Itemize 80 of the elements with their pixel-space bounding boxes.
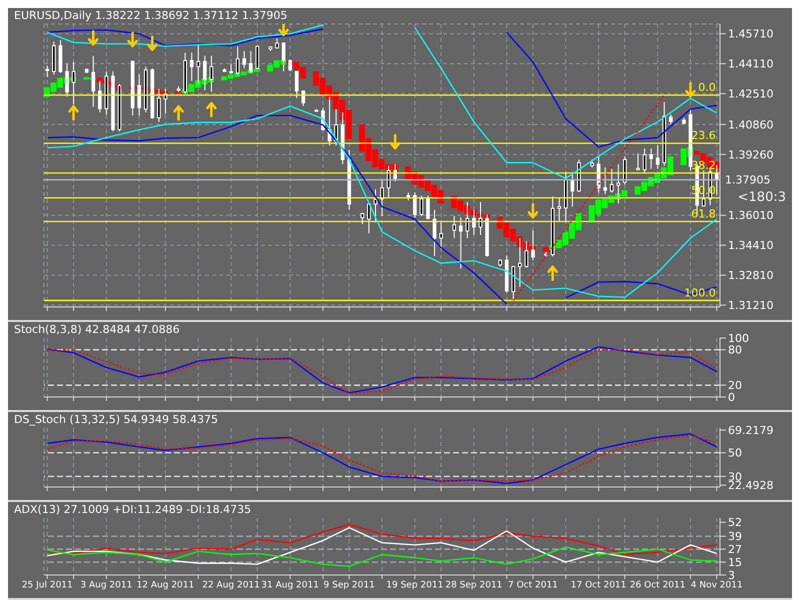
y-tick-label: 1.31210 [728, 299, 774, 312]
candlestick [242, 50, 246, 69]
x-tick-label: 31 Aug 2011 [261, 580, 319, 590]
candlestick [282, 42, 286, 72]
candlestick [458, 216, 463, 270]
candlestick [248, 50, 253, 74]
candlestick [288, 60, 292, 72]
ref-line-label: 1.37905 [725, 174, 770, 187]
chart-title: DS_Stoch (13,32,5) 54.9349 58.4375 [14, 413, 218, 426]
x-tick-label: 25 Jul 2011 [22, 580, 73, 590]
annotation: 61.8 [691, 207, 716, 220]
chart-title: Stoch(8,3,8) 42.8484 47.0886 [14, 323, 180, 336]
y-tick-label: 1.40860 [728, 118, 774, 132]
text: <180:3 [738, 190, 786, 205]
candlestick [426, 195, 430, 220]
y-tick-label: 15 [728, 556, 742, 569]
candlestick [668, 114, 673, 124]
y-tick-label: 20 [728, 379, 742, 392]
y-tick-label: 100 [728, 332, 749, 345]
y-tick-label: 3 [728, 568, 735, 582]
y-tick-label: 1.34410 [728, 239, 774, 252]
x-tick-label: 28 Sep 2011 [445, 580, 502, 590]
x-tick-label: 17 Oct 2011 [570, 580, 626, 590]
y-tick-label: 1.44110 [728, 58, 774, 71]
point [547, 266, 558, 281]
y-tick-label: 1.42510 [728, 88, 774, 101]
candlestick [229, 63, 233, 74]
candlestick [432, 209, 436, 257]
candlestick [137, 74, 142, 116]
bar [542, 246, 549, 252]
x-tick-label: 22 Aug 2011 [202, 580, 260, 590]
candlestick [413, 192, 417, 218]
candlestick [360, 212, 364, 225]
x-tick-label: 4 Nov 2011 [690, 580, 743, 590]
x-tick-label: 9 Sep 2011 [324, 580, 375, 590]
y-tick-label: 69.2179 [728, 424, 774, 438]
candlestick [236, 46, 240, 76]
annotation: 0.0 [698, 81, 716, 94]
chart-title: EURUSD,Daily 1.38222 1.38692 1.37112 1.37905 [14, 9, 288, 22]
candlestick [374, 188, 378, 223]
y-tick-label: 39 [728, 530, 742, 544]
x-tick-label: 7 Oct 2011 [508, 580, 558, 590]
candlestick [603, 166, 608, 195]
x-tick-label: 26 Oct 2011 [630, 580, 686, 590]
candlestick [420, 195, 424, 217]
y-tick-label: 0 [728, 390, 735, 404]
y-tick-label: 80 [728, 344, 742, 357]
candlestick [452, 216, 456, 239]
candlestick [557, 198, 562, 222]
candlestick [610, 168, 614, 194]
candlestick [656, 144, 660, 170]
y-tick-label: 27 [728, 543, 742, 556]
chart-title: ADX(13) 27.1009 +DI:11.2489 -DI:18.4735 [14, 503, 252, 516]
candlestick [190, 52, 194, 82]
candlestick [91, 55, 96, 108]
candlestick [275, 38, 279, 48]
candlestick [380, 179, 384, 217]
candlestick [649, 148, 653, 170]
candlestick [570, 172, 574, 208]
x-tick-label: 12 Aug 2011 [136, 580, 194, 590]
candlestick [367, 203, 371, 234]
y-tick-label: 1.45710 [728, 28, 774, 41]
y-tick-label: 50 [728, 446, 742, 460]
line-series [46, 527, 718, 565]
line-series [46, 524, 718, 556]
candlestick [642, 148, 646, 174]
y-tick-label: 52 [728, 516, 742, 530]
point [278, 24, 289, 36]
candlestick [294, 71, 299, 99]
candlestick [439, 222, 443, 250]
y-tick-label: 1.39260 [728, 148, 774, 162]
candlestick [46, 65, 50, 78]
y-tick-label: 22.4928 [728, 479, 774, 492]
line-series [46, 546, 718, 568]
candlestick [72, 61, 76, 105]
x-tick-label: 19 Sep 2011 [386, 580, 444, 590]
y-tick-label: 1.36010 [728, 209, 774, 222]
candlestick [636, 152, 640, 172]
x-tick-label: 3 Aug 2011 [80, 580, 132, 590]
y-tick-label: 1.32810 [728, 269, 774, 282]
